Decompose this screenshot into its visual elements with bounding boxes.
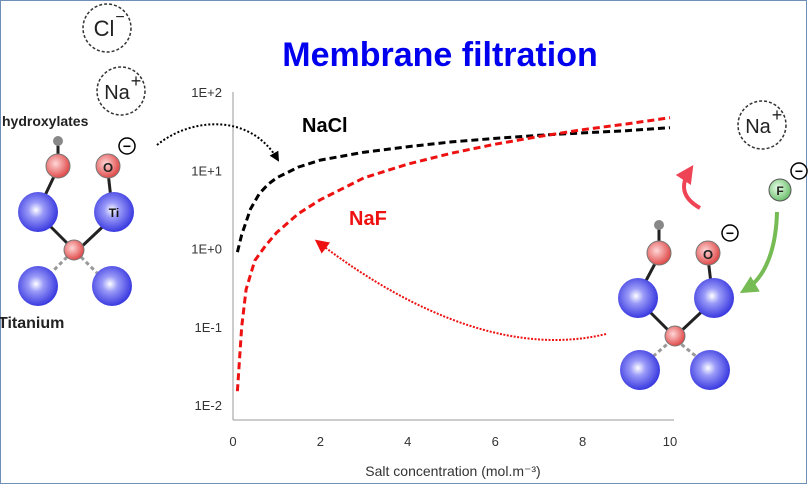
oxygen-atom bbox=[695, 240, 721, 266]
titanium-atom bbox=[618, 278, 658, 318]
x-tick-labels: 0 2 4 6 8 10 bbox=[229, 434, 677, 449]
negative-charge-symbol-right: − bbox=[726, 225, 734, 241]
series-line-naf bbox=[235, 116, 671, 392]
titanium-atom bbox=[694, 278, 734, 318]
left-titanium-molecule: hydroxylates O − Ti Titanium bbox=[0, 113, 136, 332]
negative-charge-icon bbox=[118, 137, 136, 155]
oxygen-symbol: O bbox=[103, 160, 113, 175]
chart-axes bbox=[232, 92, 674, 421]
oxygen-atom bbox=[664, 325, 686, 347]
oxygen-atom bbox=[45, 153, 71, 179]
hydroxylates-label: hydroxylates bbox=[2, 113, 89, 129]
negative-charge-icon bbox=[721, 224, 739, 242]
y-tick-label: 1E+1 bbox=[191, 163, 222, 178]
series-label-nacl: NaCl bbox=[302, 115, 348, 137]
oxygen-symbol-right: O bbox=[703, 247, 713, 262]
titanium-symbol: Ti bbox=[109, 206, 119, 220]
nacl-arrow bbox=[156, 123, 280, 162]
titanium-label: Titanium bbox=[0, 315, 64, 332]
x-tick-label: 0 bbox=[229, 434, 236, 449]
right-titanium-molecule: O − bbox=[618, 220, 739, 390]
sodium-charge-left: + bbox=[131, 71, 142, 91]
negative-charge-icon bbox=[790, 162, 808, 180]
release-arrow bbox=[675, 165, 702, 210]
fluoride-symbol: F bbox=[776, 184, 783, 198]
oxygen-atom bbox=[63, 239, 85, 261]
chloride-ion: Cl − bbox=[82, 3, 132, 53]
titanium-atom bbox=[620, 350, 660, 390]
y-tick-label: 1E+0 bbox=[191, 242, 222, 257]
x-axis-title: Salt concentration (mol.m⁻³) bbox=[365, 463, 540, 479]
x-tick-label: 2 bbox=[317, 434, 324, 449]
x-tick-label: 4 bbox=[404, 434, 411, 449]
adsorption-arrow bbox=[739, 211, 779, 294]
fluoride-ion: F − bbox=[768, 162, 808, 202]
titanium-atom bbox=[18, 266, 58, 306]
y-tick-label: 1E-2 bbox=[195, 398, 222, 413]
oxygen-atom bbox=[646, 240, 672, 266]
series-line-nacl bbox=[235, 126, 671, 253]
y-tick-label: 1E+2 bbox=[191, 85, 222, 100]
naf-arrow bbox=[314, 239, 607, 341]
titanium-atom bbox=[94, 192, 134, 232]
sodium-ion-right: Na + bbox=[737, 100, 787, 150]
x-tick-label: 10 bbox=[663, 434, 677, 449]
sodium-ion-left: Na + bbox=[96, 66, 146, 116]
chloride-symbol: Cl bbox=[94, 16, 115, 41]
x-tick-label: 6 bbox=[492, 434, 499, 449]
chloride-charge: − bbox=[115, 9, 124, 26]
x-tick-label: 8 bbox=[579, 434, 586, 449]
titanium-atom bbox=[690, 350, 730, 390]
diagram-title: Membrane filtration bbox=[282, 36, 597, 74]
chart-series bbox=[235, 116, 671, 392]
y-tick-label: 1E-1 bbox=[195, 320, 222, 335]
sodium-symbol-right: Na bbox=[745, 116, 771, 138]
titanium-atom bbox=[18, 192, 58, 232]
negative-charge-symbol: − bbox=[123, 138, 131, 154]
y-tick-labels: 1E-2 1E-1 1E+0 1E+1 1E+2 bbox=[191, 85, 222, 413]
sodium-charge-right: + bbox=[772, 105, 783, 125]
oxygen-atom bbox=[95, 153, 121, 179]
fluoride-charge-symbol: − bbox=[795, 163, 803, 179]
series-label-naf: NaF bbox=[349, 208, 387, 230]
titanium-atom bbox=[92, 266, 132, 306]
sodium-symbol-left: Na bbox=[104, 82, 130, 104]
